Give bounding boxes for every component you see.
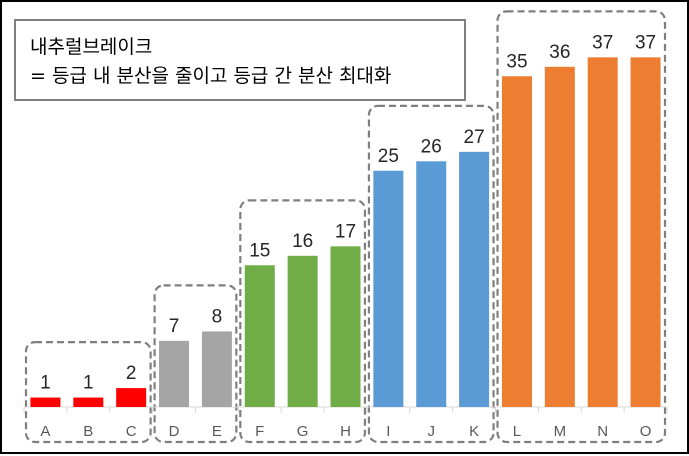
bar-o xyxy=(630,57,661,407)
category-label-k: K xyxy=(469,423,479,440)
group-box-4 xyxy=(367,104,495,444)
category-label-g: G xyxy=(297,423,309,440)
value-label-h: 17 xyxy=(335,221,356,242)
bar-n xyxy=(587,57,618,407)
group-box-1 xyxy=(24,341,152,444)
bars xyxy=(30,57,661,408)
bar-f xyxy=(244,265,275,407)
value-label-b: 1 xyxy=(83,373,94,394)
value-label-f: 15 xyxy=(249,240,270,261)
bar-e xyxy=(201,331,232,407)
bar-j xyxy=(416,161,447,407)
category-label-f: F xyxy=(255,423,264,440)
annotation-box: 내추럴브레이크 = 등급 내 분산을 줄이고 등급 간 분산 최대화 xyxy=(14,19,466,101)
category-label-l: L xyxy=(513,423,521,440)
value-label-c: 2 xyxy=(126,363,137,384)
bar-g xyxy=(287,255,318,407)
category-label-c: C xyxy=(126,423,137,440)
category-label-a: A xyxy=(40,423,50,440)
group-box-5 xyxy=(496,10,667,444)
bar-h xyxy=(330,246,361,407)
category-label-o: O xyxy=(640,423,652,440)
category-label-e: E xyxy=(212,423,222,440)
value-label-g: 16 xyxy=(292,231,313,252)
x-axis xyxy=(23,406,668,413)
value-label-a: 1 xyxy=(40,373,51,394)
group-box-2 xyxy=(153,284,238,444)
category-label-i: I xyxy=(386,423,390,440)
group-boxes xyxy=(24,10,667,444)
bar-i xyxy=(373,170,404,407)
group-box-3 xyxy=(239,199,367,444)
annotation-title: 내추럴브레이크 xyxy=(30,36,153,58)
value-label-k: 27 xyxy=(464,127,485,148)
value-label-i: 25 xyxy=(378,146,399,167)
value-label-d: 7 xyxy=(169,316,180,337)
value-label-l: 35 xyxy=(506,51,527,72)
value-label-m: 36 xyxy=(549,42,570,63)
value-label-o: 37 xyxy=(635,32,656,53)
category-label-d: D xyxy=(169,423,180,440)
category-label-m: M xyxy=(554,423,567,440)
bar-d xyxy=(159,340,190,407)
value-label-n: 37 xyxy=(592,32,613,53)
category-label-n: N xyxy=(597,423,608,440)
bar-c xyxy=(116,388,147,407)
annotation-subtitle: = 등급 내 분산을 줄이고 등급 간 분산 최대화 xyxy=(30,65,392,87)
bar-m xyxy=(544,66,575,408)
bar-k xyxy=(459,151,490,407)
category-label-b: B xyxy=(83,423,93,440)
bar-l xyxy=(501,76,532,407)
bar-a xyxy=(30,397,61,407)
category-label-h: H xyxy=(340,423,351,440)
value-label-e: 8 xyxy=(212,306,223,327)
value-label-j: 26 xyxy=(421,136,442,157)
bar-b xyxy=(73,397,104,407)
category-labels: A B C D E F G H I J K L M N O xyxy=(40,423,651,440)
category-label-j: J xyxy=(427,423,435,440)
